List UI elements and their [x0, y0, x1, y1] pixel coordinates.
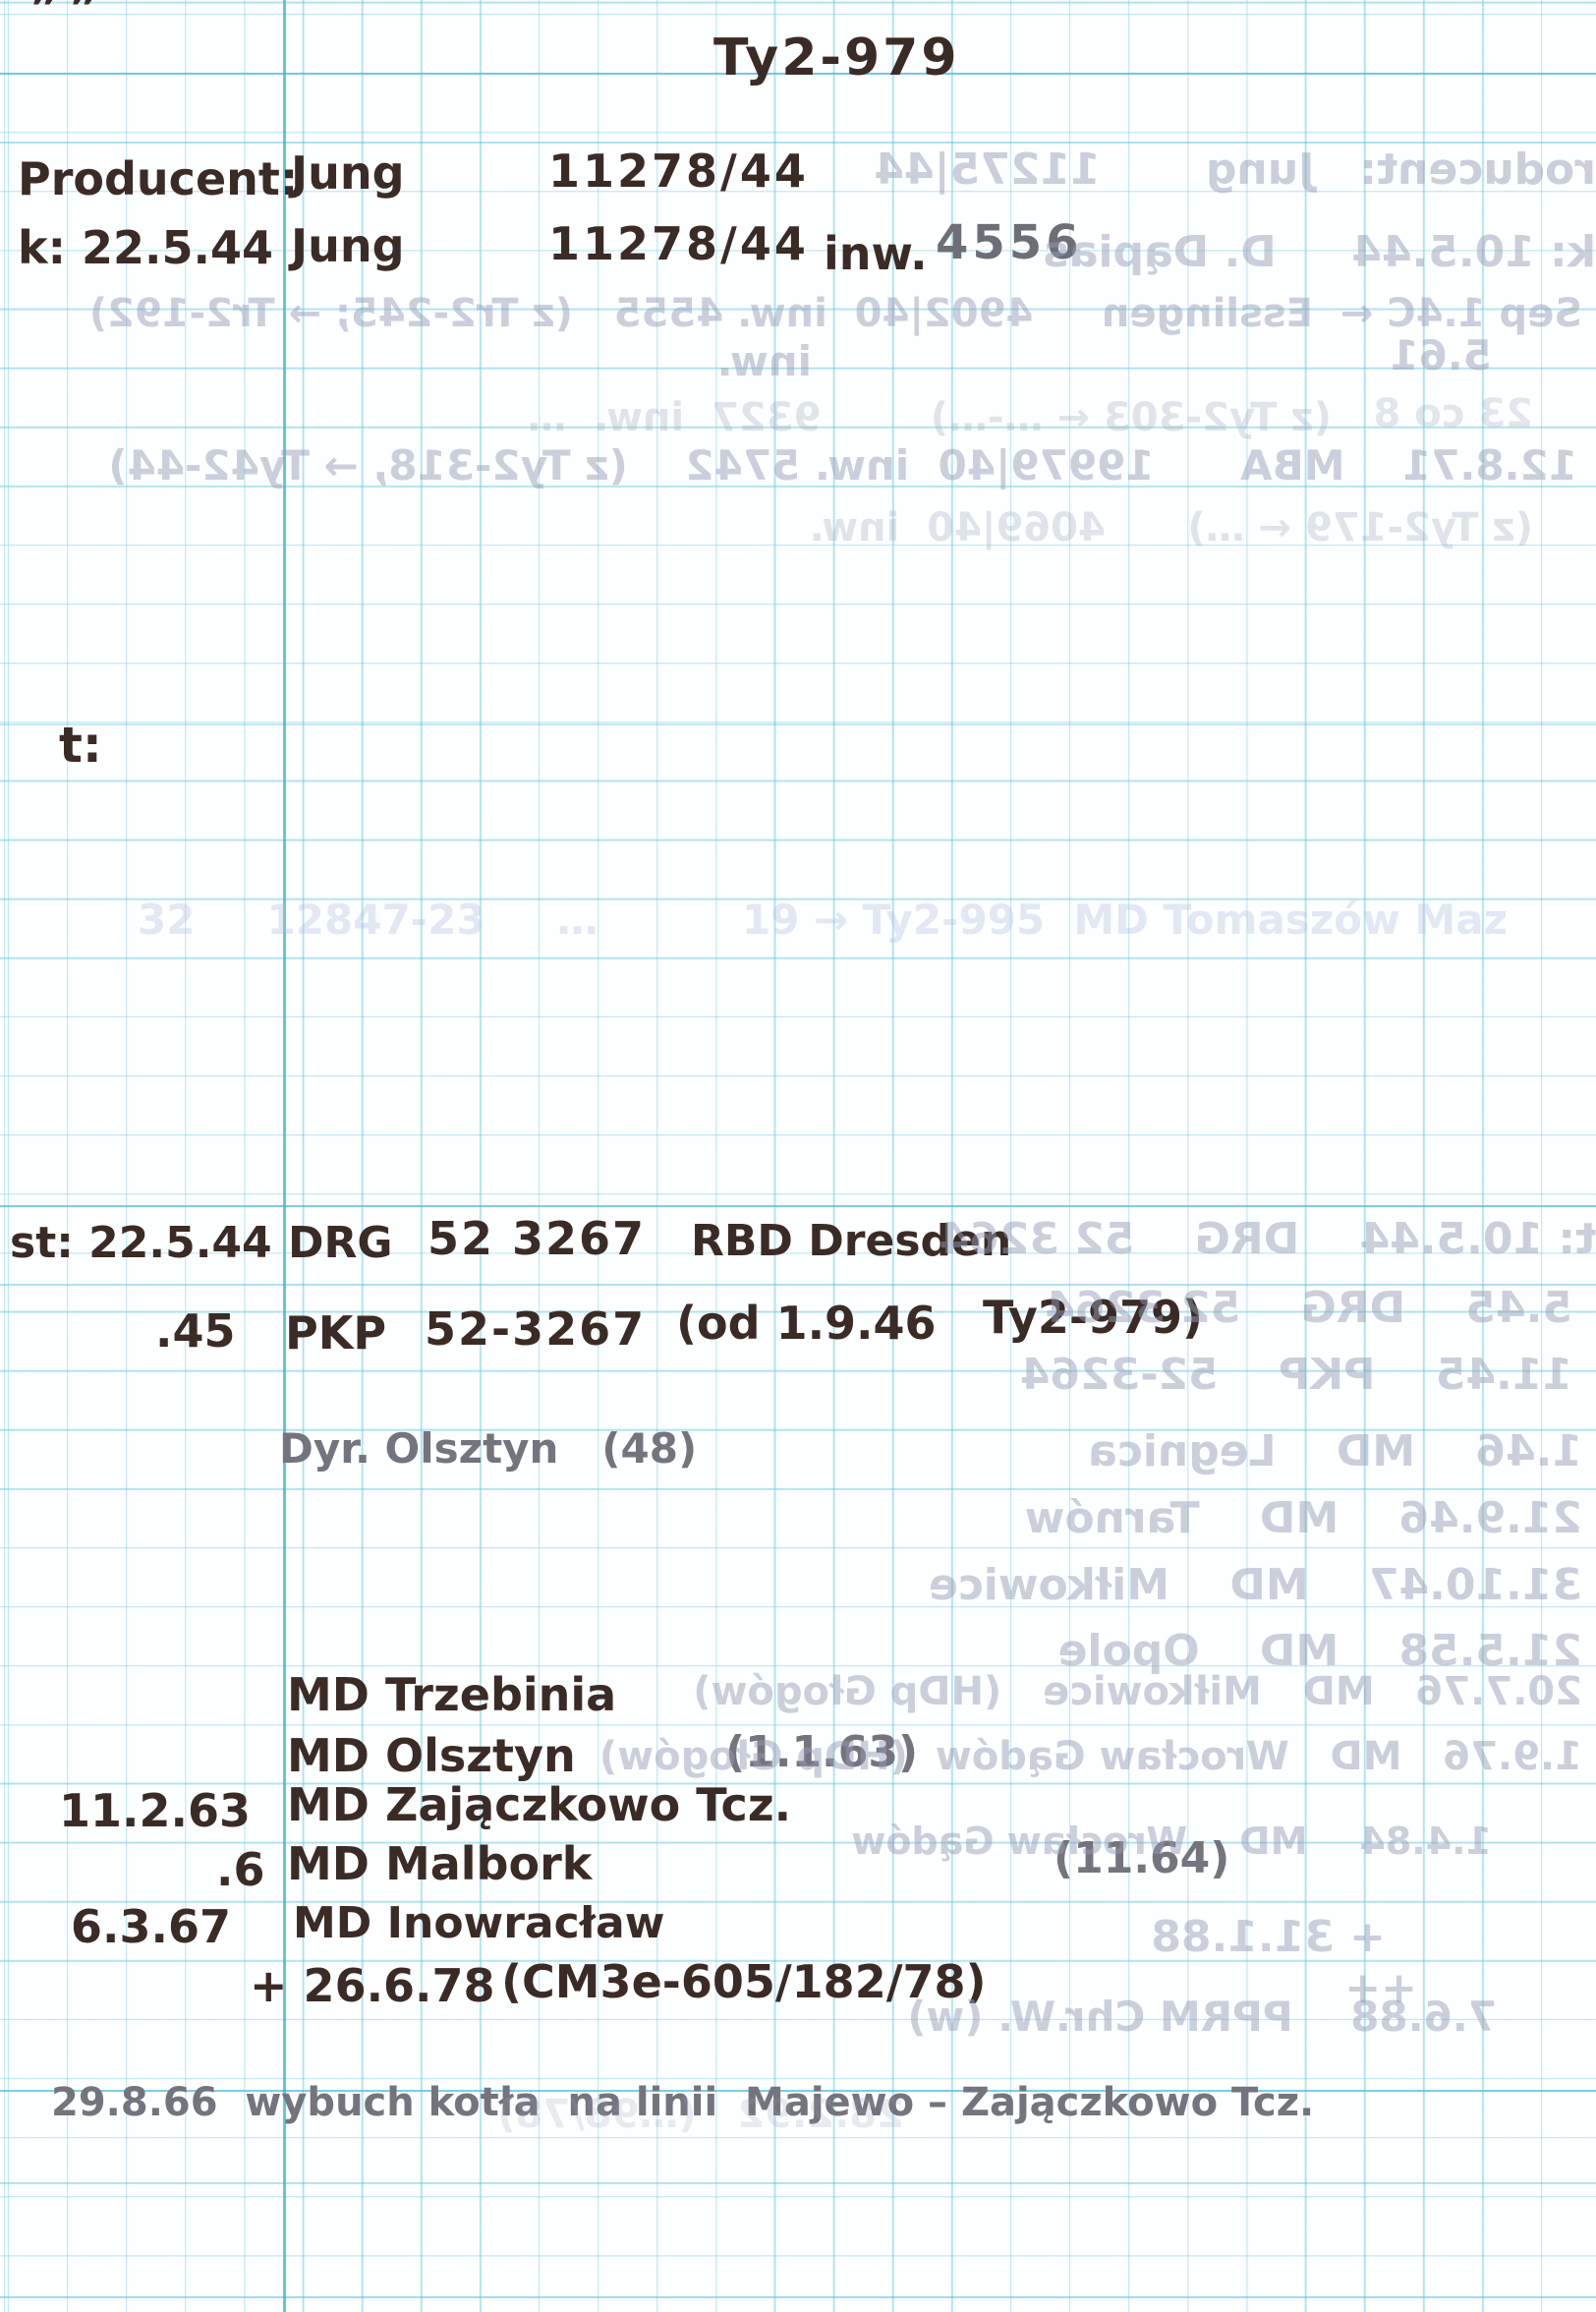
pkp-number: 52-3267 [425, 1302, 647, 1356]
bleed-inw-fragment: inw. [716, 337, 812, 385]
k-inw-label: inw. [824, 227, 928, 280]
bleed-md-wroclaw-2: 1.4.84 MD Wrocław Gądów [851, 1820, 1492, 1863]
bleed-faint-row-2: (z Ty2-179 ← …) 4069|40 inw. [809, 505, 1533, 550]
md-zajaczkowo-date: 11.2.63 [59, 1784, 251, 1837]
pkp-year: .45 [155, 1304, 236, 1358]
edge-mark-2: ” [69, 0, 99, 34]
bleed-drg-45: 5.45 DRG 52 3264 [1045, 1283, 1572, 1333]
grid-strong-line [0, 2090, 1596, 2092]
pkp-new-number: Ty2-979) [983, 1291, 1204, 1344]
withdrawal-order: (CM3e-605/182/78) [501, 1955, 987, 2008]
md-inowroclaw-date: 6.3.67 [71, 1900, 231, 1953]
st-date: st: 22.5.44 [10, 1218, 272, 1268]
pkp-od-note: (od 1.9.46 [676, 1297, 937, 1350]
bleed-md-wroclaw-1: 1.9.76 MD Wrocław Gądów (HDp Głogów) [598, 1734, 1582, 1779]
grid-strong-line [0, 723, 1596, 725]
withdrawal-date: + 26.6.78 [250, 1959, 495, 2012]
md-malbork-date: (11.64) [1054, 1833, 1230, 1883]
bleed-esslingen: Sep 1.4C ← Esslingen 4902|40 inw. 4555 (… [88, 291, 1582, 336]
producent-label: Producent: [18, 152, 299, 205]
md-olsztyn: MD Olsztyn [287, 1729, 576, 1782]
grid-strong-line [0, 1284, 1596, 1286]
t-label: t: [59, 717, 102, 774]
bleed-faint-row: (z Ty2-303 ← …-…) 9327 inw. … [527, 395, 1333, 440]
k-number: 11278/44 [548, 217, 809, 270]
k-date: k: 22.5.44 [18, 221, 273, 274]
st-operator: DRG [288, 1218, 393, 1268]
bleed-plus-date: + 31.1.88 [1151, 1912, 1386, 1962]
boiler-note: 29.8.66 wybuch kotła na linii Majewo – Z… [51, 2080, 1315, 2125]
bleed-md-tarnow: 21.9.46 MD Tarnów [1024, 1493, 1582, 1543]
title: Ty2-979 [713, 29, 960, 87]
ghost-row: 32 12847-23 … 19 → Ty2-995 MD Tomaszów M… [138, 896, 1508, 944]
pkp-operator: PKP [285, 1306, 387, 1359]
st-number: 52 3267 [428, 1212, 647, 1265]
dyr-note: Dyr. Olsztyn (48) [279, 1424, 698, 1473]
bleed-md-legnica: 1.46 MD Legnica [1088, 1426, 1582, 1476]
md-olsztyn-date: (1.1.63) [725, 1727, 919, 1777]
md-trzebinia: MD Trzebinia [287, 1668, 617, 1721]
bleed-pkp-45: 11.45 PKP 52-3264 [1019, 1350, 1572, 1400]
bleed-st-row: t: 10.5.44 DRG 52 3264 [939, 1214, 1596, 1264]
bleed-md-milkowice-2: 20.7.76 MD Miłkowice (HDp Głogów) [693, 1669, 1582, 1714]
k-inw-number: 4556 [936, 215, 1083, 270]
md-malbork: MD Malbork [287, 1837, 593, 1890]
producent-number: 11278/44 [548, 144, 809, 198]
md-zajaczkowo: MD Zajączkowo Tcz. [287, 1778, 792, 1831]
producent-maker: Jung [291, 146, 405, 200]
bleed-bottom-fragment: 28.2.92 (…98/78) [497, 2092, 904, 2137]
bleed-faint-row-tail: 23 co 8 [1373, 391, 1533, 436]
margin-line [283, 0, 286, 2312]
st-district: RBD Dresden [691, 1216, 1012, 1266]
md-malbork-year: .6 [216, 1843, 265, 1896]
bleed-561-fragment: 5.61 [1390, 331, 1492, 379]
k-maker: Jung [291, 219, 405, 272]
bleed-plus-plus: ++ [1344, 1963, 1417, 2013]
grid-strong-line [0, 73, 1596, 75]
bleed-md-milkowice: 31.10.47 MD Miłkowice [928, 1560, 1582, 1610]
bleed-k-line: k: 10.5.44 D. Dąpias [1043, 227, 1596, 277]
bleed-mba: 12.8.71 MBA 19979|40 inw. 5742 (z Ty2-31… [108, 441, 1577, 490]
md-inowroclaw: MD Inowracław [293, 1898, 665, 1948]
grid-strong-line [0, 2182, 1596, 2184]
bleed-producent: roducent: Jung 11275|44 [874, 144, 1596, 195]
grid-strong-line [0, 142, 1596, 144]
grid-strong-line [0, 1205, 1596, 1207]
grid-strong-line [0, 2296, 1596, 2298]
edge-mark-1: ” [29, 0, 60, 34]
